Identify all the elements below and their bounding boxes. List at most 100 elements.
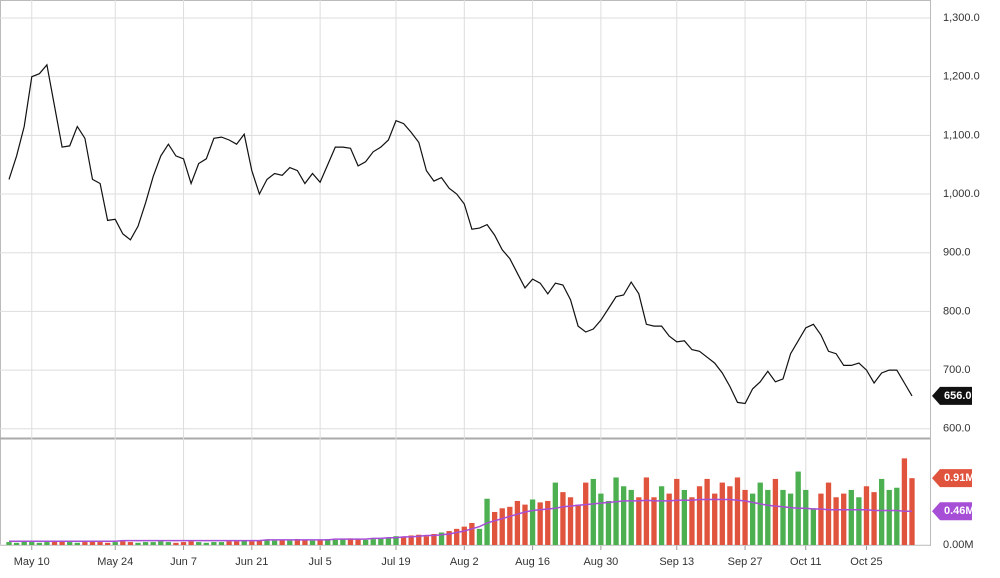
last-volume-badge [932, 469, 972, 488]
volume-bar [317, 539, 323, 545]
volume-bar [226, 541, 232, 545]
volume-bar [886, 489, 892, 545]
volume-bar [704, 478, 710, 545]
volume-bar [67, 542, 73, 545]
volume-bar [150, 542, 156, 545]
volume-bar [461, 526, 467, 545]
volume-bar [583, 482, 589, 545]
volume-bar [787, 493, 794, 545]
volume-bar [279, 539, 285, 545]
volume-bar [385, 537, 392, 545]
volume-bar [499, 508, 505, 545]
volume-bar [476, 528, 483, 545]
volume-bar [560, 492, 566, 545]
volume-bar [484, 498, 490, 545]
volume-bar [590, 478, 596, 545]
volume-bar [393, 536, 399, 545]
volume-bar [780, 489, 786, 545]
volume-bar [165, 542, 172, 545]
plot-frame [0, 0, 931, 546]
volume-bar [848, 489, 854, 545]
volume-bar [841, 493, 847, 545]
y-tick-label: 700.0 [943, 364, 971, 376]
volume-bar [575, 504, 581, 545]
y-tick-label: 600.0 [943, 423, 971, 435]
last-price-label: 656.0 [944, 390, 972, 402]
volume-bar [818, 493, 824, 545]
x-tick-label: Sep 27 [728, 556, 763, 568]
volume-bar [810, 508, 817, 545]
volume-bar [628, 489, 634, 545]
volume-bar [82, 542, 88, 545]
volume-bar [180, 542, 187, 545]
volume-bar [651, 497, 657, 545]
volume-bar [772, 478, 779, 545]
volume-bar [537, 502, 543, 545]
x-tick-label: Oct 25 [850, 556, 882, 568]
volume-bar [765, 489, 771, 545]
volume-bar [749, 493, 756, 545]
volume-bar [833, 497, 839, 545]
volume-bar [431, 533, 437, 545]
volume-bar [658, 486, 665, 545]
volume-bar [863, 486, 870, 545]
volume-bar [340, 539, 346, 545]
x-tick-label: Sep 13 [659, 556, 694, 568]
volume-bar [545, 500, 551, 545]
volume-bar [74, 542, 80, 545]
volume-average [9, 498, 912, 543]
volume-bar [438, 532, 445, 545]
volume-bar [51, 540, 58, 545]
volume-bar [135, 542, 141, 545]
volume-bar [142, 542, 149, 545]
volume-bar [620, 486, 627, 545]
volume-bar [416, 534, 422, 545]
volume-bar [681, 489, 688, 545]
x-tick-label: Aug 16 [515, 556, 550, 568]
volume-bar [211, 542, 217, 545]
x-tick-label: Oct 11 [790, 556, 822, 568]
volume-bar [325, 539, 331, 545]
volume-bar [241, 540, 247, 545]
last-volume-label: 0.91M [944, 472, 975, 484]
volume-bar [454, 528, 460, 545]
x-tick-label: May 10 [14, 556, 50, 568]
volume-bar [127, 542, 134, 545]
volume-bar [59, 541, 65, 545]
volume-bar [803, 489, 809, 545]
volume-bar [712, 493, 718, 545]
volume-bar [233, 541, 240, 545]
volume-bar [203, 542, 209, 545]
x-tick-label: Jun 7 [170, 556, 197, 568]
x-tick-label: Jul 5 [308, 556, 331, 568]
volume-bar [696, 486, 703, 545]
volume-bar [469, 522, 475, 545]
volume-bar [613, 477, 619, 545]
volume-bar [264, 539, 270, 545]
volume-bar [302, 539, 308, 545]
volume-bar [104, 542, 111, 545]
volume-bar [727, 486, 733, 545]
volume-bar [29, 542, 35, 545]
volume-bar [196, 542, 202, 545]
volume-bar [44, 542, 50, 545]
volume-bar [309, 540, 316, 545]
volume-bar [894, 487, 900, 545]
volume-bar [446, 531, 452, 545]
last-average-label: 0.46M [944, 505, 975, 517]
volume-bar [643, 477, 650, 545]
price-line [8, 63, 913, 405]
volume-bar [188, 541, 194, 545]
volume-bar [856, 497, 862, 545]
volume-bar [666, 493, 672, 545]
volume-bar [871, 492, 877, 545]
volume-bar [218, 542, 225, 545]
volume-bar [158, 541, 164, 545]
y-tick-label: 900.0 [943, 247, 971, 259]
volume-bar [567, 497, 574, 545]
volume-bar [271, 540, 278, 545]
volume-bar [97, 542, 103, 545]
y-tick-label: 0.00M [943, 539, 974, 551]
volume-bar [552, 482, 559, 545]
